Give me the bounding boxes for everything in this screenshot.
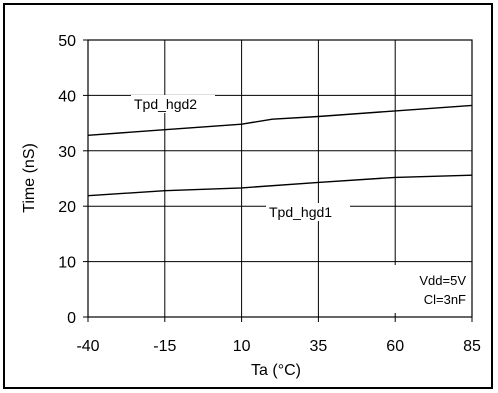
y-tick-label: 40 (58, 88, 76, 105)
series-line-1 (87, 104, 473, 136)
y-axis-title: Time (nS) (21, 143, 38, 213)
annotation-line-2: Cl=3nF (424, 292, 466, 307)
x-axis-title: Ta (°C) (251, 362, 301, 379)
x-tick-label: 60 (386, 338, 404, 355)
annotation-line-1: Vdd=5V (419, 273, 466, 288)
y-tick-label: 20 (58, 199, 76, 216)
series-line-2 (87, 174, 473, 197)
y-tick-label: 10 (58, 255, 76, 272)
x-tick-label: 85 (463, 338, 481, 355)
x-tick-label: -40 (76, 338, 99, 355)
y-tick-label: 50 (58, 33, 76, 50)
x-tick-label: 35 (310, 338, 328, 355)
series-labels: Tpd_hgd2 Tpd_hgd1 (131, 95, 350, 221)
series-label: Tpd_hgd1 (269, 204, 332, 220)
annotation-box (393, 265, 469, 313)
plot-area-border (87, 39, 473, 318)
series-layer (87, 104, 473, 197)
y-tick-label: 0 (67, 310, 76, 327)
x-tick-label: -15 (153, 338, 176, 355)
series-label: Tpd_hgd2 (134, 96, 197, 112)
x-tick-label: 10 (233, 338, 251, 355)
series-label-background (266, 203, 350, 221)
chart-frame (3, 3, 493, 389)
grid-layer (88, 40, 472, 317)
series-label-background (131, 95, 215, 113)
y-tick-label: 30 (58, 144, 76, 161)
axis-ticks: 0 10 20 30 40 50 -40 -15 10 35 60 85 (58, 33, 481, 355)
